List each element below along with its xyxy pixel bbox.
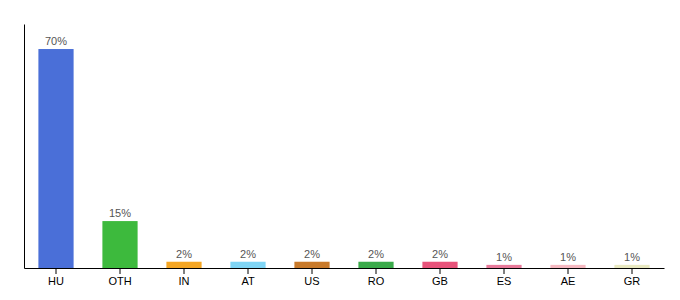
x-tick: ES bbox=[497, 268, 512, 287]
x-tick-mark bbox=[504, 268, 505, 274]
data-label: 15% bbox=[109, 207, 131, 219]
bar bbox=[486, 265, 521, 268]
data-label: 1% bbox=[560, 251, 576, 263]
x-tick: GR bbox=[624, 268, 641, 287]
x-tick-label: GR bbox=[624, 275, 641, 287]
x-tick: AT bbox=[241, 268, 255, 287]
bars bbox=[38, 49, 649, 268]
bar bbox=[102, 221, 137, 268]
y-axis-line bbox=[24, 25, 25, 269]
x-tick-label: HU bbox=[48, 275, 64, 287]
x-tick: IN bbox=[179, 268, 190, 287]
x-tick-mark bbox=[632, 268, 633, 274]
x-tick-label: AE bbox=[561, 275, 576, 287]
x-tick: GB bbox=[432, 268, 448, 287]
x-tick-mark bbox=[568, 268, 569, 274]
x-tick-label: GB bbox=[432, 275, 448, 287]
bar bbox=[166, 262, 201, 268]
bar bbox=[422, 262, 457, 268]
bar bbox=[38, 49, 73, 268]
data-label: 2% bbox=[432, 248, 448, 260]
x-tick-mark bbox=[248, 268, 249, 274]
data-label: 2% bbox=[304, 248, 320, 260]
x-tick: HU bbox=[48, 268, 64, 287]
x-tick-mark bbox=[376, 268, 377, 274]
bar bbox=[550, 265, 585, 268]
data-label: 1% bbox=[496, 251, 512, 263]
x-tick-label: AT bbox=[241, 275, 255, 287]
data-label: 70% bbox=[45, 35, 67, 47]
bar bbox=[358, 262, 393, 268]
x-tick: OTH bbox=[108, 268, 131, 287]
data-labels: 70% 15% 2% 2% 2% 2% 2% 1% 1% 1% bbox=[45, 35, 640, 263]
data-label: 2% bbox=[240, 248, 256, 260]
bar bbox=[614, 265, 649, 268]
x-tick-mark bbox=[184, 268, 185, 274]
x-tick-mark bbox=[120, 268, 121, 274]
x-tick: US bbox=[304, 268, 319, 287]
x-tick-mark bbox=[440, 268, 441, 274]
x-axis: HU OTH IN AT US RO GB ES AE GR bbox=[25, 268, 665, 287]
x-tick-label: ES bbox=[497, 275, 512, 287]
chart: 70% 15% 2% 2% 2% 2% 2% 1% 1% 1% HU OTH IN AT US RO GB ES A… bbox=[0, 0, 680, 300]
plot: 70% 15% 2% 2% 2% 2% 2% 1% 1% 1% HU OTH IN AT US RO GB ES A… bbox=[25, 25, 665, 287]
x-tick-label: US bbox=[304, 275, 319, 287]
x-tick: RO bbox=[368, 268, 385, 287]
x-tick-label: OTH bbox=[108, 275, 131, 287]
data-label: 2% bbox=[176, 248, 192, 260]
x-tick-mark bbox=[312, 268, 313, 274]
data-label: 2% bbox=[368, 248, 384, 260]
x-tick: AE bbox=[561, 268, 576, 287]
bar bbox=[294, 262, 329, 268]
data-label: 1% bbox=[624, 251, 640, 263]
y-axis bbox=[24, 25, 25, 269]
x-tick-mark bbox=[56, 268, 57, 274]
x-tick-label: IN bbox=[179, 275, 190, 287]
bar bbox=[230, 262, 265, 268]
x-tick-label: RO bbox=[368, 275, 385, 287]
